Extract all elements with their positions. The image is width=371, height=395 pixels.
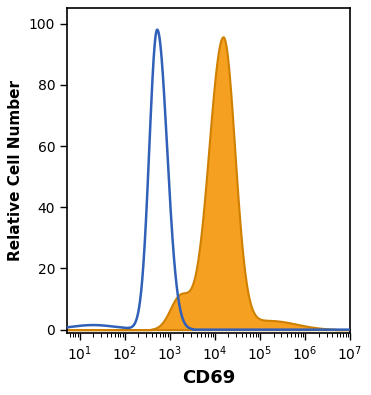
X-axis label: CD69: CD69 (182, 369, 235, 387)
Y-axis label: Relative Cell Number: Relative Cell Number (8, 80, 23, 261)
